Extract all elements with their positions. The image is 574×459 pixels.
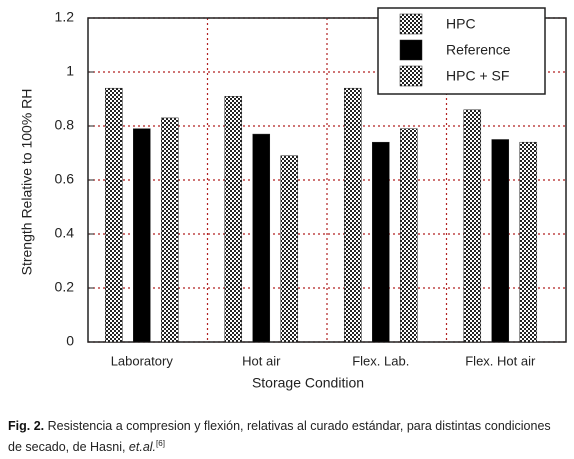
legend-swatch bbox=[399, 39, 423, 61]
bar bbox=[400, 128, 418, 343]
bar bbox=[252, 133, 271, 343]
caption-label: Fig. 2. bbox=[8, 419, 45, 433]
bar bbox=[224, 96, 243, 343]
caption-text: Resistencia a compresion y flexión, rela… bbox=[8, 419, 551, 455]
bar bbox=[519, 141, 538, 343]
legend-label: Reference bbox=[446, 42, 511, 58]
y-tick-label: 0.6 bbox=[55, 171, 75, 187]
bar bbox=[133, 128, 151, 343]
bar bbox=[344, 87, 362, 343]
x-axis-label: Storage Condition bbox=[252, 375, 364, 391]
bar bbox=[280, 155, 299, 343]
x-tick-label: Hot air bbox=[242, 353, 281, 368]
y-tick-label: 1.2 bbox=[55, 9, 75, 25]
plot-frame bbox=[87, 17, 567, 343]
x-tick-label: Laboratory bbox=[111, 353, 174, 368]
y-tick-label: 0 bbox=[66, 333, 74, 349]
bar bbox=[463, 109, 482, 343]
caption-authors: et.al. bbox=[128, 440, 157, 455]
x-tick-label: Flex. Hot air bbox=[465, 353, 536, 368]
y-tick-label: 1 bbox=[66, 63, 74, 79]
bar bbox=[491, 139, 510, 343]
chart: Strength Relative to 100% RH Storage Con… bbox=[19, 7, 567, 391]
y-axis-label: Strength Relative to 100% RH bbox=[19, 89, 35, 276]
bar bbox=[105, 87, 123, 343]
bar bbox=[161, 117, 179, 343]
caption-ref: [6] bbox=[156, 439, 165, 448]
legend-swatch bbox=[399, 65, 423, 87]
legend-label: HPC bbox=[446, 16, 476, 32]
y-tick-label: 0.2 bbox=[55, 279, 75, 295]
bar bbox=[372, 141, 390, 343]
legend-label: HPC + SF bbox=[446, 68, 509, 84]
legend-swatch bbox=[399, 13, 423, 35]
y-tick-label: 0.8 bbox=[55, 117, 75, 133]
x-tick-label: Flex. Lab. bbox=[352, 353, 409, 368]
y-tick-label: 0.4 bbox=[55, 225, 75, 241]
caption: Fig. 2. Resistencia a compresion y flexi… bbox=[8, 418, 568, 456]
